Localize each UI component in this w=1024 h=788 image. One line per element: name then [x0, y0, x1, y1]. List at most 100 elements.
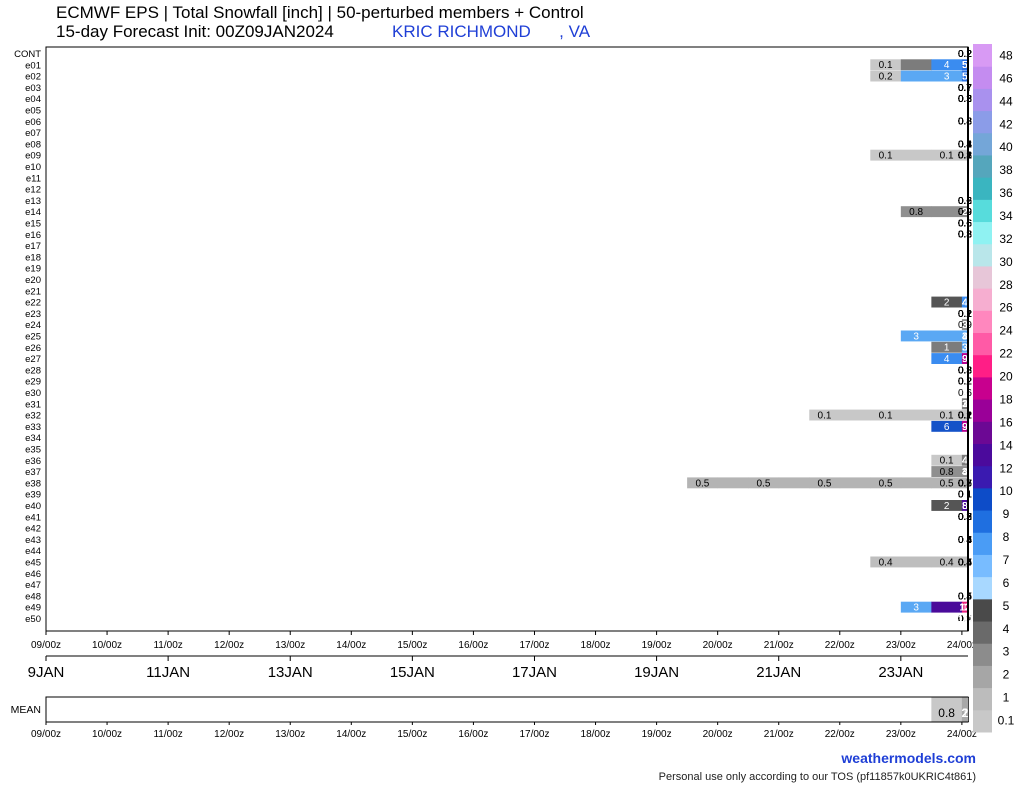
- cell-value-label: 0.2: [958, 377, 972, 388]
- cell-value-label: 1: [962, 490, 968, 501]
- cell-value-label: 0.1: [940, 456, 954, 467]
- colorbar-swatch: [973, 354, 992, 378]
- colorbar-swatch: [973, 221, 992, 245]
- cell-value-label: 0.3: [958, 151, 972, 162]
- x-tick-label: 20/00z: [703, 640, 733, 651]
- cell-value-label: 2: [962, 569, 968, 580]
- heat-cell-e37: [931, 466, 963, 477]
- cell-value-label: 0.5: [958, 557, 972, 568]
- cell-value-label: 0.2: [958, 411, 972, 422]
- heat-cell-e25: [900, 330, 932, 342]
- cell-value-label: 0.7: [958, 83, 972, 94]
- cell-value-label: 3: [962, 467, 968, 478]
- row-label-e45: e45: [25, 558, 41, 569]
- cell-value-label: 8: [962, 501, 968, 512]
- cell-value-label: 9: [962, 422, 968, 433]
- cell-value-label: 12: [959, 603, 971, 614]
- colorbar-swatch: [973, 199, 992, 223]
- colorbar-swatch: [973, 132, 992, 156]
- cell-value-label: 0.8: [958, 117, 972, 128]
- cell-value-label: 3: [962, 467, 968, 478]
- cell-value-label: 0.4: [958, 535, 972, 546]
- row-label-e40: e40: [25, 501, 41, 512]
- colorbar-label: 28: [999, 278, 1013, 292]
- cell-value-label: 0.9: [958, 614, 972, 625]
- cell-value-label: 1: [962, 162, 968, 173]
- cell-value-label: 5: [962, 60, 968, 71]
- cell-value-label: 2: [962, 399, 968, 410]
- cell-value-label: 0.4: [958, 139, 972, 150]
- row-label-e16: e16: [25, 230, 41, 241]
- cell-value-label: 2: [962, 207, 968, 218]
- date-label: 19JAN: [634, 664, 679, 681]
- heat-cell-e09: [870, 149, 902, 161]
- cell-value-label: 4: [962, 331, 968, 342]
- heat-cell-e37: [961, 466, 969, 477]
- mean-label: MEAN: [11, 704, 41, 716]
- cell-value-label: 4: [944, 354, 950, 365]
- cell-value-label: 0.2: [958, 377, 972, 388]
- cell-value-label: 0.3: [958, 94, 972, 105]
- cell-value-label: 3: [962, 399, 968, 410]
- cell-value-label: 0.2: [958, 49, 972, 60]
- cell-value-label: 0.5: [958, 535, 972, 546]
- cell-value-label: 0.9: [958, 207, 972, 218]
- cell-value-label: 5: [962, 72, 968, 83]
- heat-cell-e32: [839, 409, 871, 421]
- cell-value-label: 2: [962, 535, 968, 546]
- colorbar-swatch: [973, 265, 992, 289]
- cell-value-label: 0.4: [958, 591, 972, 602]
- cell-value-label: 4: [962, 467, 968, 478]
- cell-value-label: 12: [959, 603, 971, 614]
- cell-value-label: 0.2: [958, 411, 972, 422]
- cell-value-label: 3: [962, 320, 968, 331]
- cell-value-label: 0.3: [958, 230, 972, 241]
- cell-value-label: 9: [962, 422, 968, 433]
- cell-value-label: 2: [962, 241, 968, 252]
- cell-value-label: 0.4: [958, 557, 972, 568]
- cell-value-label: 0.9: [958, 207, 972, 218]
- cell-value-label: 8: [962, 501, 968, 512]
- cell-value-label: 0.7: [958, 83, 972, 94]
- x-tick-label: 12/00z: [214, 640, 244, 651]
- heat-cell-e01: [870, 59, 902, 71]
- x-tick-label: 10/00z: [92, 640, 122, 651]
- cell-value-label: 2: [962, 207, 968, 218]
- cell-value-label: 0.5: [958, 535, 972, 546]
- cell-value-label: 3: [962, 320, 968, 331]
- cell-value-label: 0.1: [958, 151, 972, 162]
- cell-value-label: 3: [962, 343, 968, 354]
- row-label-e18: e18: [25, 252, 41, 263]
- site-credit[interactable]: weathermodels.com: [841, 750, 976, 766]
- row-label-e34: e34: [25, 433, 41, 444]
- cell-value-label: 0.2: [958, 49, 972, 60]
- date-label: 17JAN: [512, 664, 557, 681]
- cell-value-label: 3: [962, 320, 968, 331]
- cell-value-label: 0.1: [958, 151, 972, 162]
- cell-value-label: 0.1: [958, 151, 972, 162]
- cell-value-label: 12: [959, 603, 971, 614]
- cell-value-label: 3: [962, 320, 968, 331]
- cell-value-label: 12: [959, 603, 971, 614]
- cell-value-label: 2: [962, 241, 968, 252]
- cell-value-label: 0.3: [958, 365, 972, 376]
- cell-value-label: 2: [962, 264, 968, 275]
- colorbar-swatch: [973, 643, 992, 666]
- cell-value-label: 0.3: [958, 94, 972, 105]
- colorbar-swatch: [973, 665, 992, 689]
- mean-x-tick-label: 16/00z: [458, 729, 488, 740]
- cell-value-label: 0.2: [879, 72, 893, 83]
- cell-value-label: 3: [962, 331, 968, 342]
- cell-value-label: 0.5: [958, 557, 972, 568]
- mean-x-tick-label: 14/00z: [336, 729, 366, 740]
- cell-value-label: 2: [962, 207, 968, 218]
- row-label-e49: e49: [25, 603, 41, 614]
- cell-value-label: 3: [944, 72, 950, 83]
- cell-value-label: 3: [962, 331, 968, 342]
- cell-value-label: 0.3: [958, 94, 972, 105]
- row-label-e39: e39: [25, 490, 41, 501]
- cell-value-label: 0.4: [958, 557, 972, 568]
- heat-cell-MEAN: [931, 697, 963, 722]
- cell-value-label: 9: [962, 354, 968, 365]
- cell-value-label: 0.5: [958, 512, 972, 523]
